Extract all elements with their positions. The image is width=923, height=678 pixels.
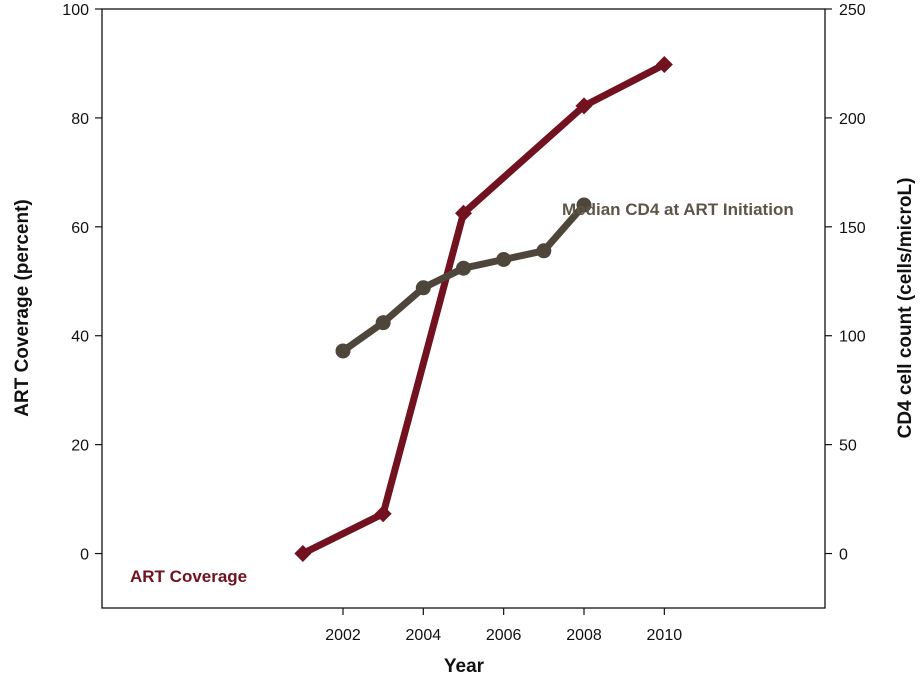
- right-tick-label: 100: [839, 329, 866, 346]
- series-label-art-coverage: ART Coverage: [130, 567, 247, 586]
- x-tick-label: 2010: [647, 627, 683, 644]
- series-layer: [294, 56, 673, 563]
- data-point-art-coverage: [294, 545, 312, 563]
- x-tick-label: 2006: [486, 627, 522, 644]
- data-point-art-coverage: [575, 97, 593, 115]
- right-tick-label: 0: [839, 547, 848, 564]
- right-axis-title: CD4 cell count (cells/microL): [895, 178, 916, 439]
- data-point-median-cd4-at-art-initiation: [496, 251, 512, 267]
- left-axis: 0 20 40 60 80 100: [62, 2, 102, 564]
- data-point-art-coverage: [374, 505, 392, 523]
- right-axis: 0 50 100 150 200 250: [825, 2, 866, 564]
- left-tick-label: 20: [71, 438, 89, 455]
- x-tick-label: 2004: [406, 627, 442, 644]
- right-tick-label: 150: [839, 220, 866, 237]
- left-tick-label: 80: [71, 111, 89, 128]
- x-tick-label: 2008: [566, 627, 602, 644]
- x-axis: 2002 2004 2006 2008 2010: [325, 608, 682, 644]
- left-tick-label: 60: [71, 220, 89, 237]
- x-tick-label: 2002: [325, 627, 361, 644]
- x-axis-title: Year: [444, 656, 485, 677]
- left-tick-label: 0: [80, 547, 89, 564]
- data-point-median-cd4-at-art-initiation: [335, 343, 351, 359]
- series-line-median-cd4-at-art-initiation: [339, 201, 588, 355]
- data-point-median-cd4-at-art-initiation: [456, 260, 471, 276]
- data-point-median-cd4-at-art-initiation: [415, 280, 431, 296]
- series-line-art-coverage: [299, 61, 668, 558]
- data-point-median-cd4-at-art-initiation: [536, 243, 552, 259]
- series-label-median-cd4: Median CD4 at ART Initiation: [562, 200, 794, 219]
- left-tick-label: 100: [62, 2, 89, 19]
- data-point-median-cd4-at-art-initiation: [375, 315, 391, 331]
- plot-frame: [101, 8, 826, 609]
- data-point-art-coverage: [455, 204, 472, 222]
- data-point-art-coverage: [655, 56, 673, 74]
- right-tick-label: 50: [839, 438, 857, 455]
- data-point-median-cd4-at-art-initiation: [576, 197, 592, 213]
- left-tick-label: 40: [71, 329, 89, 346]
- right-tick-label: 200: [839, 111, 866, 128]
- right-tick-label: 250: [839, 2, 866, 19]
- left-axis-title: ART Coverage (percent): [12, 199, 33, 417]
